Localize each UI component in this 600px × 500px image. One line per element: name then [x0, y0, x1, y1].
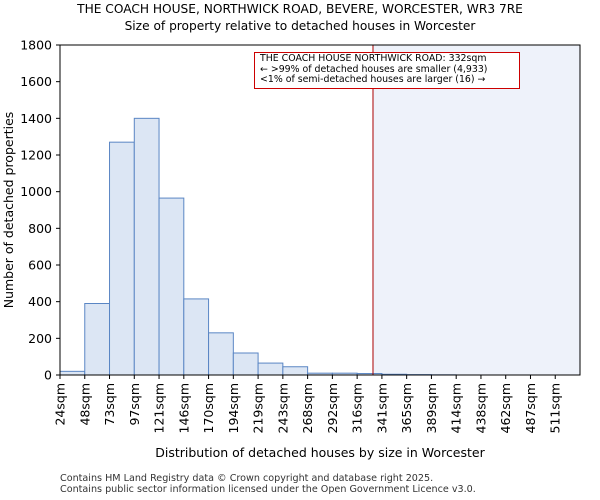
y-tick-label: 1600 [20, 74, 52, 89]
chart-title: THE COACH HOUSE, NORTHWICK ROAD, BEVERE,… [77, 2, 523, 16]
x-tick-label: 316sqm [350, 383, 365, 433]
y-tick-label: 1000 [20, 184, 52, 199]
x-tick-label: 194sqm [226, 383, 241, 433]
x-tick-label: 341sqm [374, 383, 389, 433]
x-tick-label: 170sqm [201, 383, 216, 433]
annotation-line-3: <1% of semi-detached houses are larger (… [260, 74, 486, 85]
histogram-bar [257, 362, 284, 376]
x-tick-label: 146sqm [176, 383, 191, 433]
x-tick-label: 97sqm [127, 383, 142, 426]
y-tick-label: 1800 [20, 38, 52, 53]
x-tick-label: 48sqm [77, 383, 92, 426]
y-tick-label: 1400 [20, 111, 52, 126]
y-axis-label: Number of detached properties [1, 112, 16, 309]
x-tick-label: 24sqm [53, 383, 68, 426]
histogram-bar [109, 141, 135, 376]
y-tick-label: 200 [28, 331, 52, 346]
histogram-bar [208, 332, 234, 376]
y-tick-label: 400 [28, 294, 52, 309]
histogram-bar [232, 352, 259, 376]
property-annotation: THE COACH HOUSE NORTHWICK ROAD: 332sqm ←… [254, 52, 520, 89]
x-axis-label: Distribution of detached houses by size … [155, 445, 485, 460]
x-tick-label: 511sqm [548, 383, 563, 433]
y-tick-label: 600 [28, 258, 52, 273]
y-tick-label: 0 [44, 368, 52, 383]
histogram-bar [183, 298, 210, 376]
x-tick-label: 462sqm [498, 383, 513, 433]
x-tick-label: 292sqm [325, 383, 340, 433]
x-tick-label: 219sqm [251, 383, 266, 433]
histogram-bar [133, 117, 160, 376]
x-tick-label: 121sqm [152, 383, 167, 433]
histogram-bar [282, 366, 309, 376]
x-tick-label: 414sqm [449, 383, 464, 433]
histogram-bar [84, 303, 111, 376]
annotation-line-1: THE COACH HOUSE NORTHWICK ROAD: 332sqm [260, 53, 487, 64]
x-tick-label: 487sqm [523, 383, 538, 433]
x-tick-label: 73sqm [102, 383, 117, 426]
x-tick-label: 268sqm [300, 383, 315, 433]
annotation-line-2: ← >99% of detached houses are smaller (4… [260, 63, 488, 75]
y-tick-label: 800 [28, 221, 52, 236]
histogram-bar [158, 197, 185, 376]
x-tick-label: 243sqm [275, 383, 290, 433]
x-tick-label: 438sqm [473, 383, 488, 433]
x-tick-label: 365sqm [399, 383, 414, 433]
footer-line-1: Contains HM Land Registry data © Crown c… [60, 473, 434, 484]
y-tick-label: 1200 [20, 148, 52, 163]
footer-line-2: Contains public sector information licen… [60, 484, 476, 495]
shaded-region [372, 45, 580, 375]
histogram-bar [59, 370, 86, 376]
chart-subtitle: Size of property relative to detached ho… [124, 19, 476, 33]
x-tick-label: 389sqm [424, 383, 439, 433]
plot-frame [59, 44, 581, 376]
